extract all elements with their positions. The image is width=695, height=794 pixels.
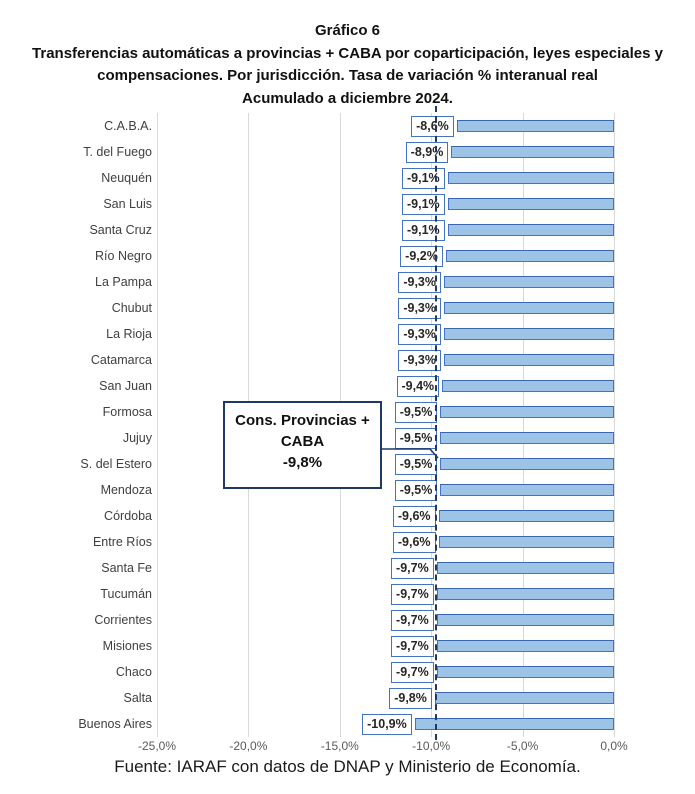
value-label-box: -9,4% — [396, 375, 440, 397]
category-label: Chaco — [115, 665, 152, 679]
chart-subtitle-line-3: Acumulado a diciembre 2024. — [242, 89, 453, 107]
x-axis-tick-label: -25,0% — [137, 739, 177, 753]
value-label-box: -9,1% — [402, 219, 445, 241]
value-label-box: -9,5% — [394, 427, 438, 449]
category-label: Córdoba — [104, 509, 152, 523]
bar — [438, 536, 614, 548]
chart-header: Gráfico 6 Transferencias automáticas a p… — [0, 20, 695, 110]
category-label: Buenos Aires — [78, 717, 152, 731]
category-label: La Rioja — [106, 327, 152, 341]
x-axis-tick-label: 0,0% — [600, 739, 628, 753]
value-label-box: -9,5% — [394, 479, 438, 501]
bar — [436, 666, 614, 678]
chart-title: Gráfico 6 — [314, 22, 381, 39]
category-label: Catamarca — [90, 353, 152, 367]
bar — [447, 172, 614, 184]
x-axis-tick-label: -20,0% — [229, 739, 268, 753]
category-label: Santa Cruz — [89, 223, 152, 237]
category-label: Formosa — [102, 405, 152, 419]
value-label-box: -8,9% — [405, 141, 449, 163]
gridline — [431, 113, 433, 737]
value-label-box: -10,9% — [362, 713, 412, 735]
value-label-box: -9,1% — [402, 193, 445, 215]
value-label-box: -9,7% — [391, 609, 434, 631]
bar — [442, 380, 614, 392]
bar — [440, 458, 614, 470]
category-label: Río Negro — [95, 249, 152, 263]
bar — [436, 588, 614, 600]
value-label-box: -9,1% — [402, 167, 445, 189]
bar — [443, 328, 614, 340]
annotation-line-1: Cons. Provincias + — [235, 412, 370, 429]
category-label: S. del Estero — [80, 457, 152, 471]
annotation-callout: Cons. Provincias + CABA -9,8% — [223, 401, 382, 489]
consolidated-reference-line — [434, 106, 437, 740]
category-label: La Pampa — [95, 275, 152, 289]
bar — [445, 250, 614, 262]
value-label-box: -9,5% — [394, 453, 438, 475]
category-label: Neuquén — [101, 171, 152, 185]
bar — [443, 354, 614, 366]
value-label-box: -9,6% — [392, 531, 436, 553]
bar — [436, 614, 614, 626]
bar — [447, 198, 614, 210]
x-axis-tick-label: -5,0% — [506, 739, 539, 753]
x-axis-tick-label: -15,0% — [320, 739, 359, 753]
source-note: Fuente: IARAF con datos de DNAP y Minist… — [114, 757, 581, 776]
bar — [440, 406, 614, 418]
value-label-box: -9,3% — [398, 349, 441, 371]
category-label: Mendoza — [100, 483, 152, 497]
category-label: San Luis — [103, 197, 152, 211]
category-label: Corrientes — [94, 613, 152, 627]
gridline — [157, 113, 158, 737]
category-label: C.A.B.A. — [104, 119, 152, 133]
x-axis-tick-label: -10,0% — [412, 739, 451, 753]
bar — [443, 276, 614, 288]
value-label-box: -9,3% — [398, 297, 441, 319]
chart-subtitle-line-1: Transferencias automáticas a provincias … — [32, 44, 663, 62]
value-label-box: -9,7% — [391, 635, 434, 657]
value-label-box: -9,3% — [398, 323, 441, 345]
annotation-line-2: CABA — [280, 433, 325, 450]
value-label-box: -9,8% — [389, 687, 432, 709]
category-label: Tucumán — [100, 587, 152, 601]
value-label-box: -9,5% — [394, 401, 438, 423]
value-label-box: -9,3% — [398, 271, 441, 293]
bar — [451, 146, 614, 158]
bar — [447, 224, 614, 236]
category-label: T. del Fuego — [83, 145, 152, 159]
category-label: Chubut — [111, 301, 152, 315]
gridline — [522, 113, 524, 737]
category-label: Misiones — [102, 639, 152, 653]
bar — [414, 718, 614, 730]
value-label-box: -9,2% — [400, 245, 443, 267]
bar — [438, 510, 614, 522]
category-label: San Juan — [99, 379, 152, 393]
category-label: Salta — [123, 691, 153, 705]
bar — [440, 484, 614, 496]
bar — [436, 562, 614, 574]
value-label-box: -9,7% — [391, 661, 434, 683]
bar — [440, 432, 614, 444]
category-label: Jujuy — [122, 431, 152, 445]
bar — [434, 692, 614, 704]
bar — [436, 640, 614, 652]
bar — [443, 302, 614, 314]
value-label-box: -9,6% — [392, 505, 436, 527]
value-label-box: -9,7% — [391, 557, 434, 579]
value-label-box: -8,6% — [411, 115, 454, 137]
category-label: Entre Ríos — [92, 535, 152, 549]
bar — [456, 120, 614, 132]
annotation-line-3: -9,8% — [282, 454, 323, 471]
gridline — [614, 113, 615, 737]
value-label-box: -9,7% — [391, 583, 434, 605]
category-label: Santa Fe — [101, 561, 152, 575]
chart-subtitle-line-2: compensaciones. Por jurisdicción. Tasa d… — [97, 67, 598, 84]
